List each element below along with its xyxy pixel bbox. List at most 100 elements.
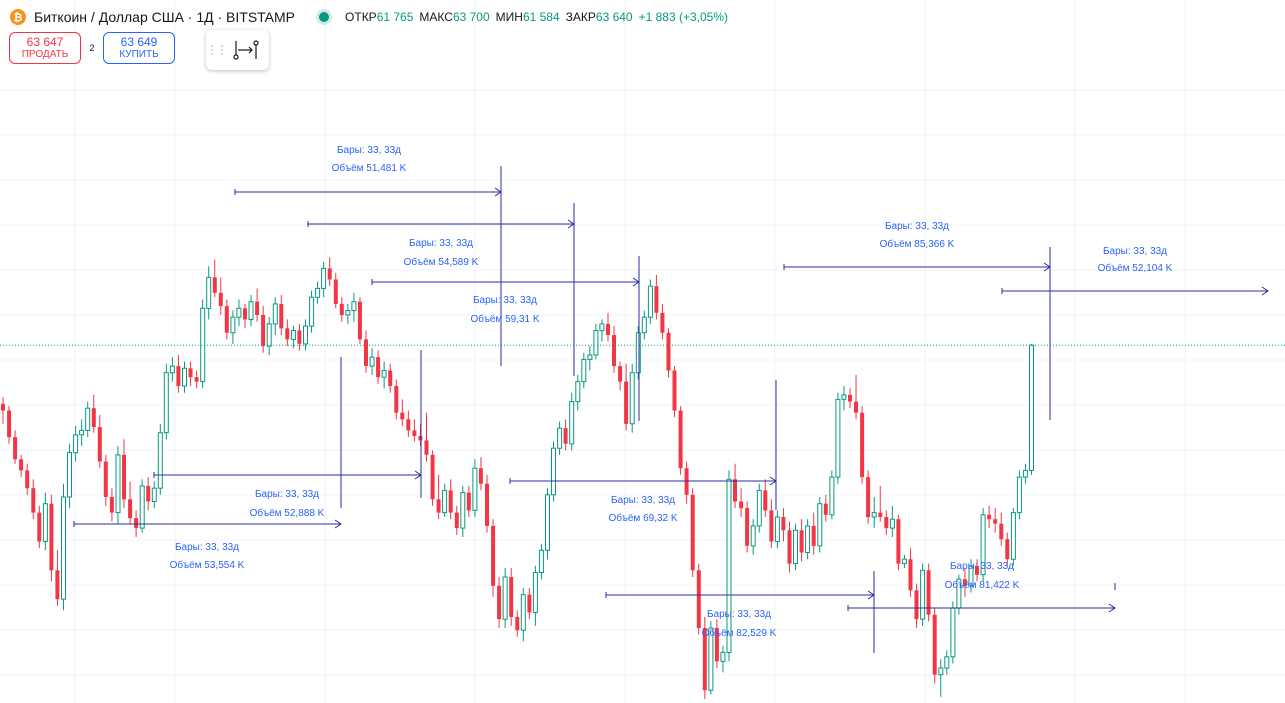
candle	[194, 370, 199, 389]
candle	[587, 346, 593, 371]
candle	[91, 394, 96, 433]
candle	[551, 441, 556, 502]
candle	[509, 568, 514, 626]
buy-button[interactable]: 63 649 КУПИТЬ	[103, 32, 175, 64]
candle	[13, 430, 18, 464]
candle	[975, 559, 979, 582]
spread-value: 2	[89, 43, 95, 53]
candle	[926, 563, 931, 622]
candle	[884, 510, 889, 535]
candle	[684, 461, 689, 504]
candle	[745, 501, 750, 553]
candle	[774, 510, 780, 549]
date-range-drawing[interactable]: Бары: 33, 33д Объём 85,366 K	[783, 221, 1051, 420]
range-bars-label: Бары: 33, 33д	[707, 609, 771, 620]
date-range-drawing[interactable]: Бары: 33, 33д Объём 51,481 K	[234, 145, 502, 366]
range-volume-label: Объём 53,554 K	[170, 559, 245, 571]
candle	[85, 401, 91, 438]
candle	[297, 323, 302, 351]
buy-price: 63 649	[120, 34, 158, 49]
candle	[266, 317, 272, 355]
candle	[756, 483, 762, 533]
candle	[157, 423, 163, 495]
candle	[315, 281, 321, 304]
low-label: МИН	[495, 10, 523, 24]
range-bars-label: Бары: 33, 33д	[1103, 246, 1167, 257]
candle	[357, 297, 362, 344]
candle	[993, 508, 998, 533]
candle	[811, 512, 816, 555]
drag-handle-icon[interactable]: ⋮⋮	[206, 43, 228, 57]
range-volume-label: Объём 82,529 K	[702, 627, 777, 639]
range-volume-label: Объём 69,32 K	[608, 512, 677, 524]
date-range-drawing[interactable]: Бары: 33, 33д Объём 69,32 K	[509, 380, 777, 524]
range-bars-label: Бары: 33, 33д	[337, 145, 401, 156]
candle	[545, 488, 550, 560]
candle	[901, 554, 907, 569]
candle	[151, 481, 157, 509]
date-price-range-icon[interactable]	[226, 30, 266, 70]
candle	[1010, 508, 1016, 566]
candle	[303, 319, 308, 351]
trade-buttons: 63 647 ПРОДАТЬ 2 63 649 КУПИТЬ	[9, 32, 175, 64]
range-bars-label: Бары: 33, 33д	[473, 295, 537, 306]
candle	[817, 497, 823, 553]
candle	[321, 261, 327, 298]
candle	[1022, 463, 1028, 484]
range-volume-label: Объём 81,422 K	[945, 579, 1020, 591]
symbol-header: ₿ Биткоин / Доллар США · 1Д · BITSTAMP О…	[0, 0, 1285, 34]
candle	[932, 608, 937, 684]
candle	[49, 494, 54, 582]
date-range-drawing[interactable]: Бары: 33, 33д Объём 52,104 K	[1001, 246, 1269, 296]
candle	[31, 479, 36, 520]
candle	[182, 361, 187, 393]
candle	[122, 439, 126, 509]
high-label: МАКС	[419, 10, 453, 24]
candle	[672, 366, 677, 418]
candle	[666, 328, 671, 378]
date-range-drawing[interactable]: Бары: 33, 33д Объём 81,422 K	[847, 561, 1116, 613]
candle	[339, 297, 344, 322]
candle	[61, 483, 66, 611]
range-bars-label: Бары: 33, 33д	[409, 238, 473, 249]
buy-label: КУПИТЬ	[119, 48, 159, 60]
candle	[950, 601, 956, 664]
date-range-drawing[interactable]: Бары: 33, 33д Объём 82,529 K	[605, 571, 875, 653]
candle	[696, 563, 701, 635]
candle	[750, 519, 756, 555]
candle	[115, 446, 121, 524]
candle	[654, 275, 659, 320]
date-range-drawing[interactable]: Бары: 33, 33д Объём 53,554 K	[73, 357, 342, 571]
candle	[478, 457, 483, 491]
candle	[394, 379, 399, 420]
candle	[364, 330, 368, 373]
candle	[1029, 343, 1034, 475]
candle	[255, 288, 260, 322]
symbol-title[interactable]: Биткоин / Доллар США · 1Д · BITSTAMP	[34, 9, 296, 25]
date-range-drawing[interactable]: Бары: 33, 33д Объём 52,888 K	[153, 350, 422, 519]
candle	[575, 374, 581, 411]
candle	[466, 485, 471, 517]
candle	[793, 523, 798, 571]
candle	[805, 519, 811, 560]
candle	[412, 419, 417, 442]
date-range-drawing[interactable]: Бары: 33, 33д Объём 59,31 K	[371, 256, 640, 421]
candle	[19, 454, 24, 478]
sell-label: ПРОДАТЬ	[21, 48, 69, 60]
candle	[290, 326, 296, 349]
sell-button[interactable]: 63 647 ПРОДАТЬ	[9, 32, 81, 64]
candle	[128, 481, 133, 524]
date-range-drawing[interactable]: Бары: 33, 33д Объём 54,589 K	[307, 203, 575, 376]
candle	[146, 477, 151, 511]
bitcoin-icon: ₿	[10, 9, 26, 25]
candle	[878, 485, 883, 522]
candle	[702, 616, 707, 700]
candle	[224, 299, 229, 340]
range-bars-label: Бары: 33, 33д	[950, 561, 1014, 572]
sell-price: 63 647	[26, 34, 64, 49]
candle	[230, 310, 236, 344]
market-status-icon[interactable]	[319, 12, 330, 22]
candle	[612, 326, 616, 373]
